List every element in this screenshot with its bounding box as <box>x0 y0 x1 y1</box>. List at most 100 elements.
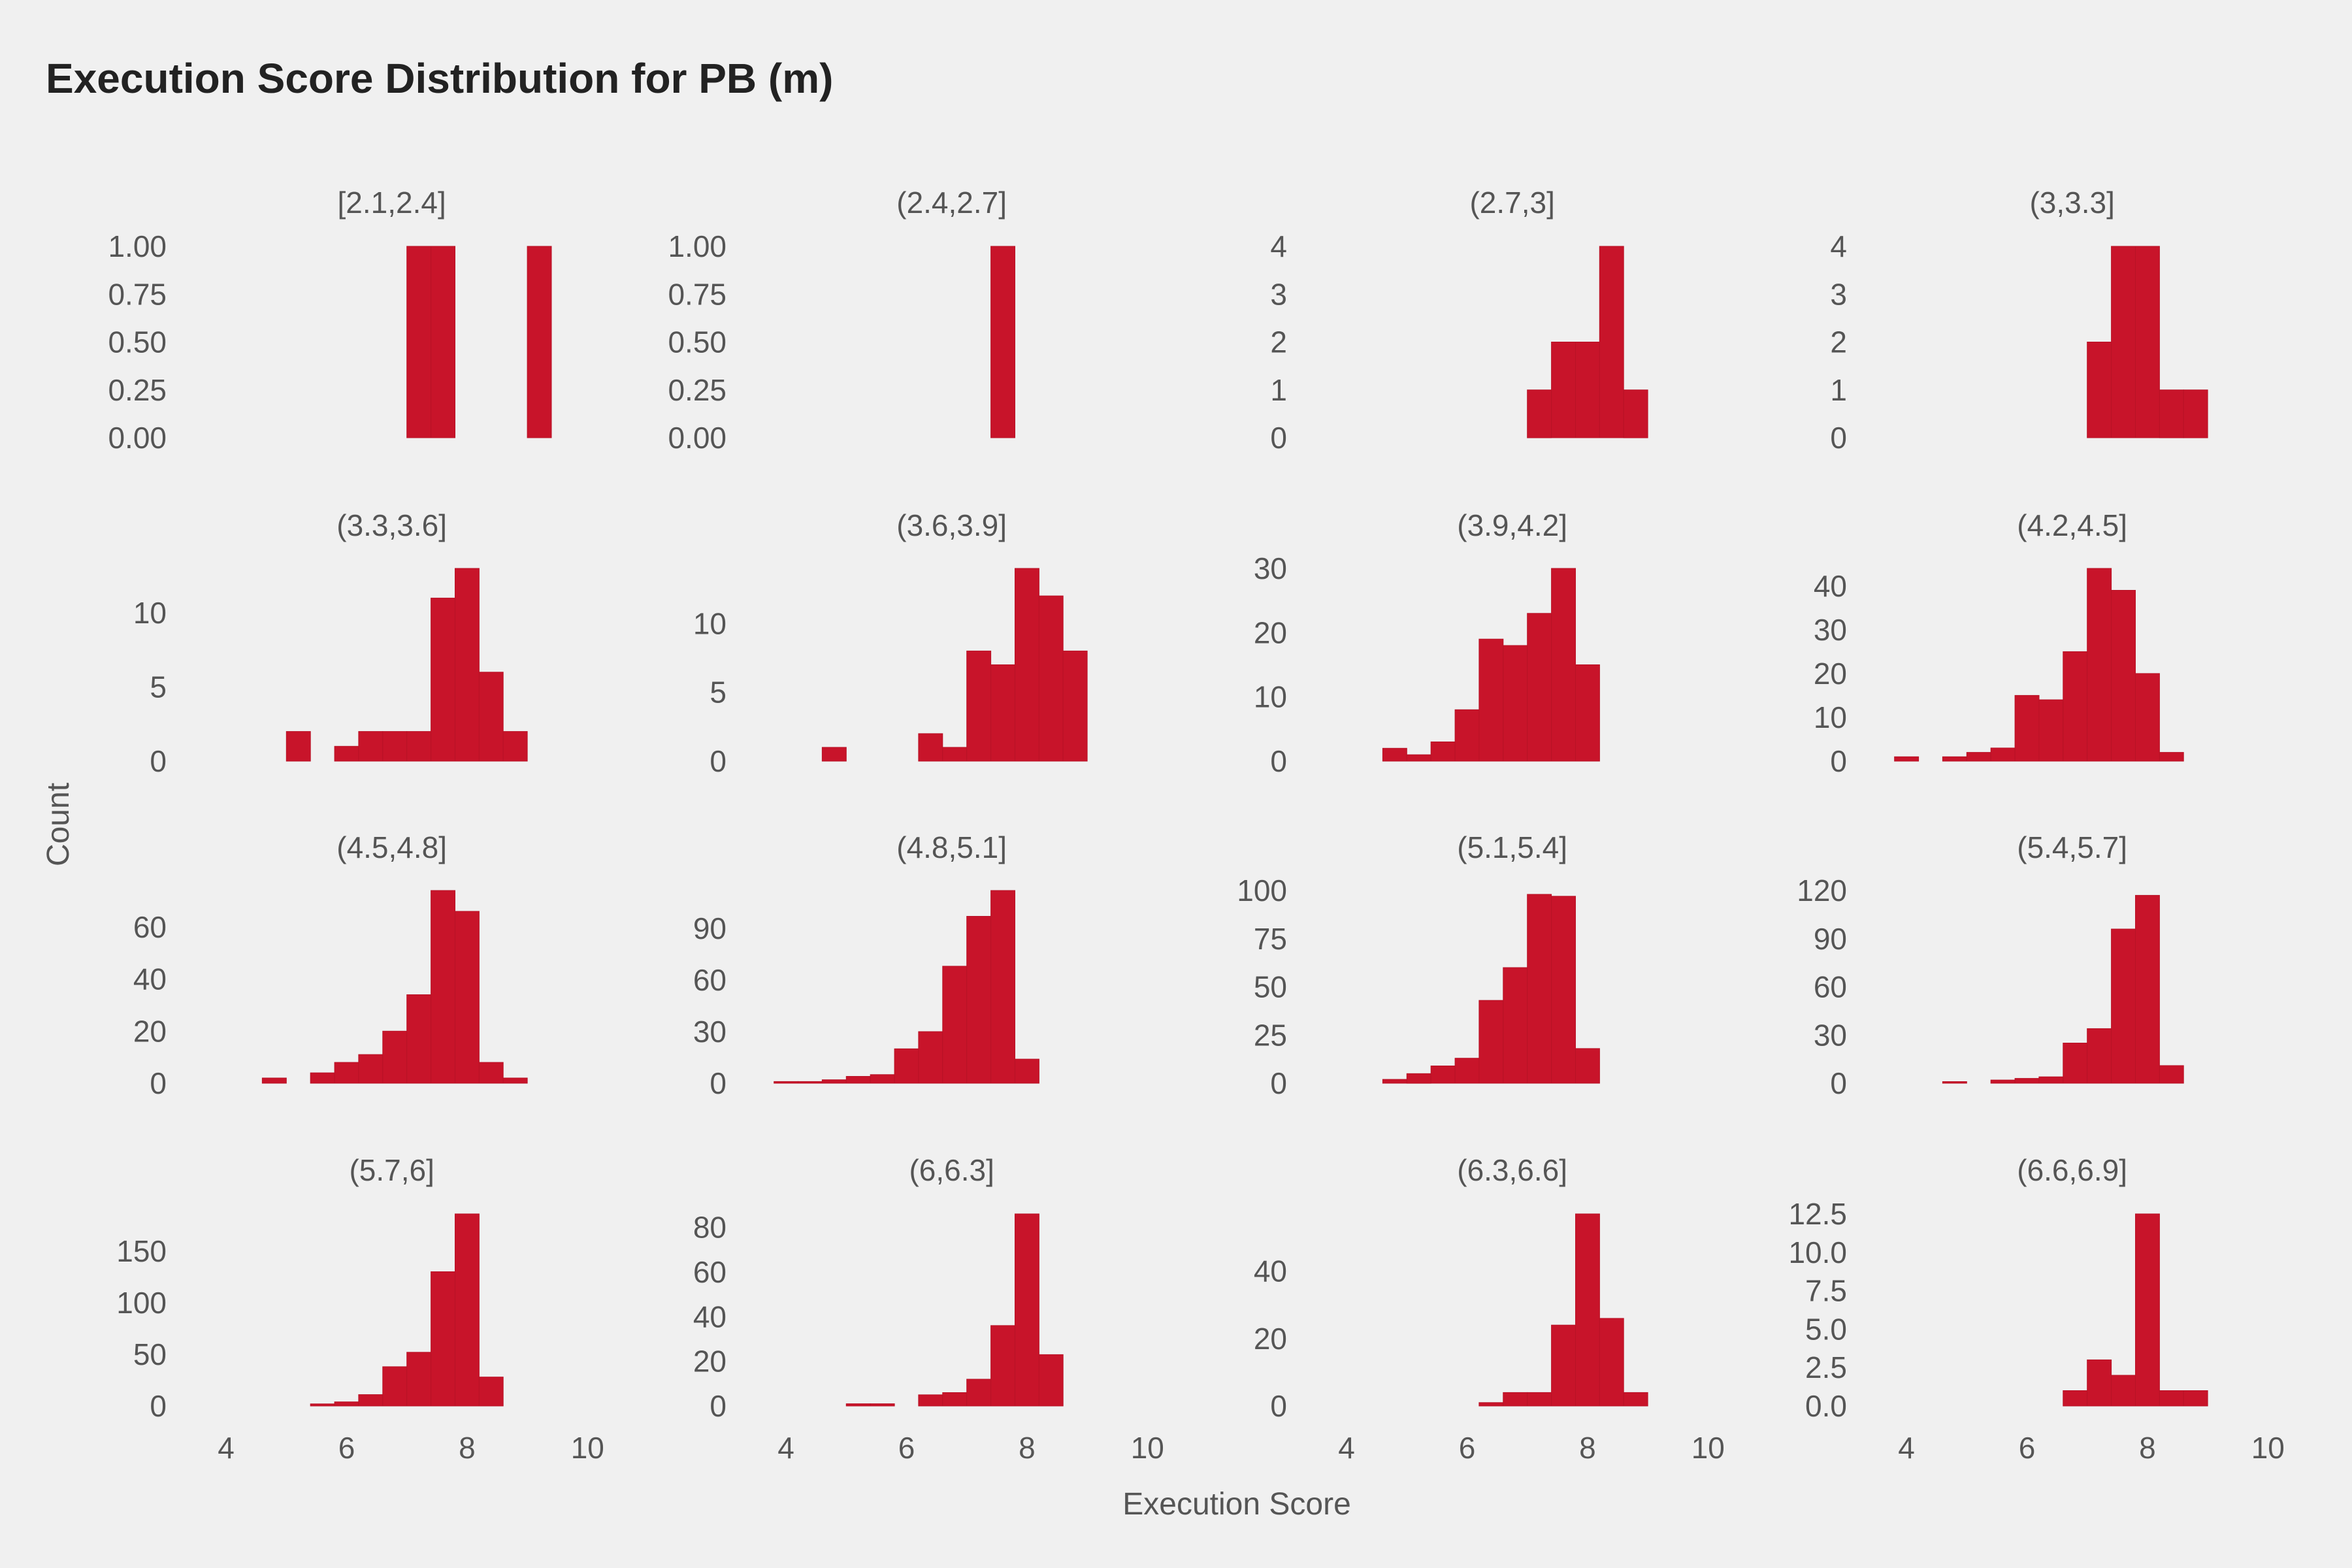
y-tick-label: 0.75 <box>668 277 727 311</box>
facet-label: (6.3,6.6] <box>1457 1153 1567 1187</box>
y-tick-label: 10 <box>1254 680 1287 714</box>
histogram-bar <box>358 731 384 762</box>
histogram-bar <box>1599 246 1624 438</box>
y-tick-label: 10.0 <box>1788 1235 1847 1269</box>
y-tick-label: 0.00 <box>108 421 167 455</box>
histogram-bar <box>1038 1354 1064 1407</box>
facet-label: [2.1,2.4] <box>338 186 446 220</box>
histogram-bar <box>1599 1318 1624 1407</box>
y-tick-label: 0 <box>1270 744 1287 778</box>
histogram-bar <box>966 916 992 1084</box>
y-tick-label: 0.75 <box>108 277 167 311</box>
histogram-bar <box>261 1077 287 1084</box>
x-tick-label: 6 <box>1459 1431 1476 1465</box>
histogram-bar <box>455 568 480 762</box>
y-tick-label: 20 <box>693 1345 727 1379</box>
facet-panel: (2.7,3] 0 1 2 3 4 <box>1270 186 1648 455</box>
histogram-bar <box>2063 1390 2088 1407</box>
histogram-bar <box>990 890 1015 1084</box>
histogram-bar <box>1990 747 2016 762</box>
y-tick-label: 0 <box>1270 1066 1287 1100</box>
y-tick-label: 25 <box>1254 1018 1287 1052</box>
histogram-bar <box>918 1394 943 1407</box>
histogram-bar <box>1430 742 1456 762</box>
y-tick-label: 0 <box>710 744 727 778</box>
histogram-bar <box>2159 752 2184 762</box>
histogram-bar <box>990 664 1015 762</box>
histogram-bar <box>334 1401 359 1407</box>
facet-label: (2.4,2.7] <box>896 186 1007 220</box>
y-tick-label: 40 <box>693 1299 727 1333</box>
y-tick-label: 0 <box>150 1066 167 1100</box>
histogram-bar <box>334 745 359 762</box>
facet-label: (3.6,3.9] <box>896 508 1007 542</box>
y-tick-label: 0 <box>1830 1066 1847 1100</box>
facet-panel: (4.5,4.8] 0 20 40 60 <box>133 830 528 1100</box>
histogram-bar <box>1527 613 1552 762</box>
histogram-bar <box>1942 756 1967 762</box>
facet-label: (5.4,5.7] <box>2017 830 2127 864</box>
histogram-bar <box>406 1352 432 1407</box>
histogram-bar <box>918 1031 943 1084</box>
histogram-bar <box>478 1377 504 1407</box>
histogram-bar <box>1527 1392 1552 1407</box>
x-tick-label: 10 <box>571 1431 604 1465</box>
histogram-bar <box>942 747 968 762</box>
facet-panel: (6,6.3] 0 20 40 60 80 4 6 8 10 <box>693 1153 1164 1465</box>
facet-panel: (4.8,5.1] 0 30 60 90 <box>693 830 1039 1100</box>
histogram-bar <box>1478 1000 1504 1084</box>
facet-panel: (4.2,4.5] 0 10 20 30 40 <box>1814 508 2184 778</box>
histogram-bar <box>845 1403 871 1407</box>
facet-panel: (5.4,5.7] 0 30 60 90 120 <box>1797 830 2184 1100</box>
histogram-bar <box>1966 752 1991 762</box>
y-tick-label: 0.50 <box>668 325 727 359</box>
histogram-bar <box>406 994 432 1084</box>
histogram-bar <box>1551 1324 1576 1407</box>
histogram-bar <box>455 911 480 1084</box>
histogram-bar <box>1894 756 1919 762</box>
histogram-bar <box>2111 590 2136 762</box>
y-tick-label: 1.00 <box>108 229 167 263</box>
histogram-bar <box>845 1076 871 1084</box>
y-tick-label: 60 <box>133 910 167 944</box>
histogram-bar <box>1575 664 1600 762</box>
chart-title: Execution Score Distribution for PB (m) <box>46 55 833 102</box>
histogram-bar <box>821 1079 847 1084</box>
y-tick-label: 0 <box>710 1066 727 1100</box>
histogram-bar <box>2183 389 2208 438</box>
y-tick-label: 30 <box>1814 1018 1847 1052</box>
histogram-bar <box>1382 747 1407 762</box>
y-tick-label: 20 <box>1814 657 1847 691</box>
histogram-bar <box>2087 342 2112 438</box>
facet-panel: (3.3,3.6] 0 5 10 <box>133 508 528 778</box>
histogram-bar <box>1551 342 1576 438</box>
facet-label: (6,6.3] <box>909 1153 994 1187</box>
facet-label: (2.7,3] <box>1469 186 1554 220</box>
histogram-bar <box>2159 389 2184 438</box>
y-tick-label: 20 <box>1254 615 1287 649</box>
facet-panel: (6.6,6.9] 0.0 2.5 5.0 7.5 10.0 12.5 4 6 8 10 <box>1788 1153 2284 1465</box>
histogram-bar <box>990 246 1015 438</box>
x-tick-label: 10 <box>2251 1431 2285 1465</box>
y-tick-label: 1.00 <box>668 229 727 263</box>
x-tick-label: 10 <box>1131 1431 1164 1465</box>
histogram-bar <box>2038 1076 2064 1084</box>
x-tick-label: 8 <box>2139 1431 2156 1465</box>
facet-label: (6.6,6.9] <box>2017 1153 2127 1187</box>
y-tick-label: 0 <box>710 1389 727 1423</box>
y-tick-label: 0 <box>1270 1389 1287 1423</box>
y-tick-label: 30 <box>1814 613 1847 647</box>
y-tick-label: 60 <box>693 1255 727 1289</box>
histogram-bar <box>2111 246 2136 438</box>
y-tick-label: 150 <box>116 1234 167 1268</box>
histogram-bar <box>1990 1079 2016 1084</box>
y-tick-label: 2 <box>1830 325 1847 359</box>
histogram-bar <box>1575 1048 1600 1084</box>
facet-panel: (2.4,2.7] 0.00 0.25 0.50 0.75 1.00 <box>668 186 1015 455</box>
histogram-bar <box>2135 894 2160 1084</box>
histogram-bar <box>966 1379 992 1407</box>
histogram-bar <box>821 747 847 762</box>
facet-panel: (6.3,6.6] 0 20 40 4 6 8 10 <box>1254 1153 1725 1465</box>
y-tick-label: 0 <box>150 1389 167 1423</box>
